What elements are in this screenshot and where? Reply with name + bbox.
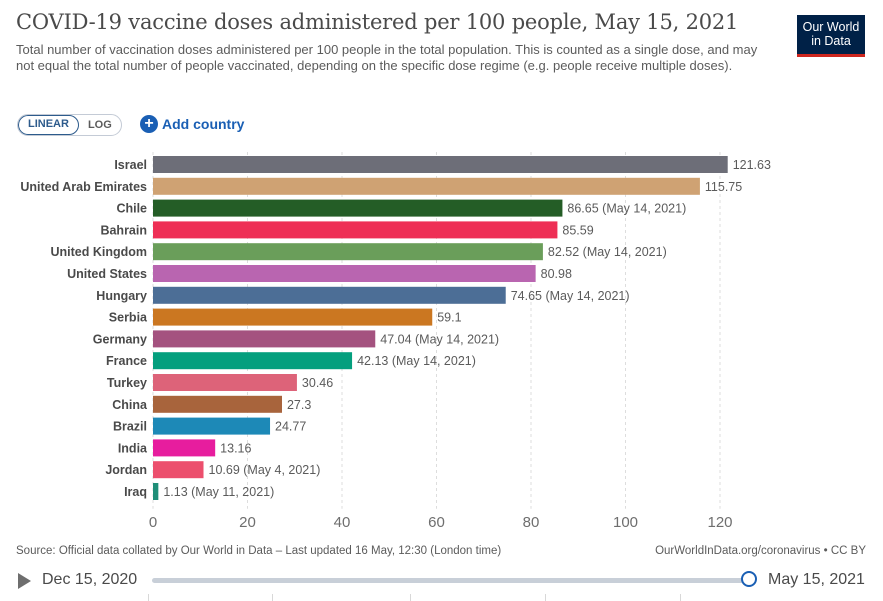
bar[interactable] — [153, 177, 700, 195]
x-tick-label: 80 — [523, 514, 540, 531]
value-label: 86.65 (May 14, 2021) — [567, 202, 686, 216]
category-label[interactable]: India — [118, 441, 148, 455]
log-scale-button[interactable]: LOG — [87, 119, 112, 131]
bars: Israel 121.63 United Arab Emirates 115.75 Ch… — [20, 156, 771, 500]
chart-subtitle: Total number of vaccination doses admini… — [16, 42, 758, 73]
bar[interactable] — [153, 286, 506, 304]
play-icon[interactable] — [18, 573, 31, 589]
bar[interactable] — [153, 374, 297, 391]
bar[interactable] — [153, 330, 376, 348]
bar[interactable] — [153, 156, 728, 173]
timeline-handle[interactable] — [741, 571, 757, 587]
bar[interactable] — [153, 199, 563, 217]
category-label[interactable]: United Arab Emirates — [20, 180, 147, 194]
category-label[interactable]: Iraq — [124, 485, 147, 499]
bar[interactable] — [153, 243, 543, 261]
logo-line-2: in Data — [811, 34, 851, 48]
bar[interactable] — [153, 439, 216, 457]
timeline-tick — [545, 594, 546, 601]
timeline-ticks — [0, 594, 883, 601]
source-note: Source: Official data collated by Our Wo… — [16, 545, 502, 557]
timeline-tick — [148, 594, 149, 601]
bar[interactable] — [153, 417, 271, 435]
value-label: 30.46 — [302, 376, 333, 390]
category-label[interactable]: Germany — [93, 332, 147, 346]
category-label[interactable]: United Kingdom — [50, 245, 147, 259]
value-label: 27.3 — [287, 398, 311, 412]
bar[interactable] — [153, 265, 536, 282]
owid-logo[interactable]: Our World in Data — [797, 15, 865, 57]
category-label[interactable]: Turkey — [107, 376, 147, 390]
value-label: 59.1 — [437, 311, 461, 325]
bar[interactable] — [153, 483, 159, 500]
credit-link[interactable]: OurWorldInData.org/coronavirus • CC BY — [655, 545, 866, 557]
value-label: 121.63 — [733, 158, 771, 172]
category-label[interactable]: Hungary — [96, 289, 147, 303]
category-label[interactable]: Brazil — [113, 420, 147, 434]
value-label: 80.98 — [541, 267, 572, 281]
timeline-start-date: Dec 15, 2020 — [42, 571, 138, 588]
category-label[interactable]: China — [112, 398, 148, 412]
x-tick-label: 100 — [613, 514, 638, 531]
value-label: 13.16 — [220, 441, 251, 455]
category-label[interactable]: France — [106, 354, 147, 368]
x-tick-label: 20 — [239, 514, 256, 531]
x-axis: 0 20 40 60 80 100 120 — [149, 514, 733, 531]
bar[interactable] — [153, 352, 353, 370]
timeline: Dec 15, 2020 May 15, 2021 — [0, 566, 883, 596]
category-label[interactable]: Bahrain — [100, 223, 147, 237]
timeline-end-date: May 15, 2021 — [768, 571, 865, 588]
bar[interactable] — [153, 461, 204, 479]
category-label[interactable]: Chile — [116, 202, 147, 216]
category-label[interactable]: Serbia — [109, 311, 148, 325]
value-label: 85.59 — [562, 223, 593, 237]
value-label: 24.77 — [275, 420, 306, 434]
x-tick-label: 0 — [149, 514, 157, 531]
value-label: 82.52 (May 14, 2021) — [548, 245, 667, 259]
timeline-track[interactable] — [152, 578, 750, 583]
timeline-tick — [410, 594, 411, 601]
timeline-tick — [272, 594, 273, 601]
category-label[interactable]: United States — [67, 267, 147, 281]
value-label: 47.04 (May 14, 2021) — [380, 332, 499, 346]
value-label: 74.65 (May 14, 2021) — [511, 289, 630, 303]
scale-toggle[interactable]: LINEAR LOG — [17, 114, 122, 136]
x-tick-label: 60 — [428, 514, 445, 531]
linear-scale-button[interactable]: LINEAR — [18, 115, 79, 135]
bar[interactable] — [153, 308, 433, 326]
value-label: 42.13 (May 14, 2021) — [357, 354, 476, 368]
x-tick-label: 40 — [334, 514, 351, 531]
value-label: 10.69 (May 4, 2021) — [209, 463, 321, 477]
logo-line-1: Our World — [802, 20, 860, 34]
value-label: 115.75 — [705, 180, 742, 194]
category-label[interactable]: Jordan — [105, 463, 147, 477]
bar-chart: Israel 121.63 United Arab Emirates 115.75 Ch… — [20, 152, 771, 531]
logo-red-bar — [797, 54, 865, 57]
add-country-button[interactable]: + Add country — [140, 115, 244, 133]
add-country-label: Add country — [162, 116, 245, 132]
plus-circle-icon: + — [140, 115, 158, 133]
chart-title: COVID-19 vaccine doses administered per … — [16, 10, 739, 34]
bar[interactable] — [153, 221, 558, 239]
timeline-tick — [680, 594, 681, 601]
value-label: 1.13 (May 11, 2021) — [163, 485, 274, 499]
x-tick-label: 120 — [707, 514, 732, 531]
category-label[interactable]: Israel — [114, 158, 147, 172]
bar[interactable] — [153, 395, 282, 413]
